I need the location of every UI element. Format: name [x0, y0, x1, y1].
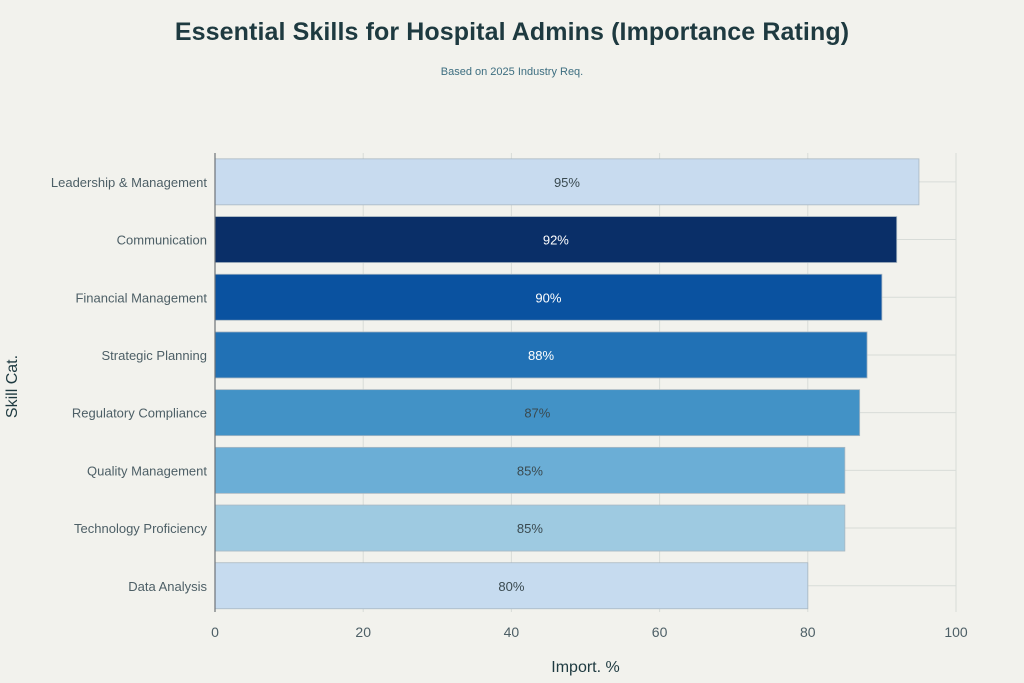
bar-value-label: 85%: [517, 463, 543, 478]
bar-value-label: 85%: [517, 521, 543, 536]
chart-title: Essential Skills for Hospital Admins (Im…: [174, 18, 850, 46]
y-category-label: Leadership & Management: [51, 175, 207, 190]
bar-value-label: 95%: [554, 175, 580, 190]
labels: 0 20 40 60 80 100 95% Leadership & Management 92…: [51, 175, 968, 640]
y-category-label: Data Analysis: [128, 579, 207, 594]
bar-value-label: 92%: [543, 233, 569, 248]
bar[interactable]: [214, 216, 898, 263]
y-category-label: Technology Proficiency: [74, 521, 207, 536]
bar[interactable]: [214, 158, 920, 206]
y-axis-title: Skill Cat.: [4, 355, 21, 418]
bar-value-label: 88%: [528, 348, 554, 363]
bar[interactable]: [214, 273, 883, 321]
bar[interactable]: [214, 331, 868, 379]
bar[interactable]: [214, 389, 861, 437]
bar-value-label: 87%: [524, 406, 550, 421]
y-category-label: Financial Management: [75, 290, 207, 305]
bar[interactable]: [214, 446, 846, 494]
chart-subtitle: Based on 2025 Industry Req.: [440, 66, 584, 78]
y-category-label: Strategic Planning: [101, 348, 207, 363]
x-axis-title: Import. %: [551, 659, 619, 676]
bar-value-label: 90%: [535, 290, 561, 305]
bar-value-label: 80%: [498, 579, 524, 594]
x-tick-label: 60: [652, 624, 668, 640]
x-tick-label: 20: [355, 624, 371, 640]
x-tick-label: 100: [944, 624, 968, 640]
y-category-label: Quality Management: [87, 463, 207, 478]
y-category-label: Communication: [117, 233, 207, 248]
bars: [214, 158, 920, 610]
y-category-label: Regulatory Compliance: [72, 406, 207, 421]
x-tick-label: 0: [211, 624, 219, 640]
bar[interactable]: [214, 562, 809, 610]
x-tick-label: 40: [504, 624, 520, 640]
x-tick-label: 80: [800, 624, 816, 640]
